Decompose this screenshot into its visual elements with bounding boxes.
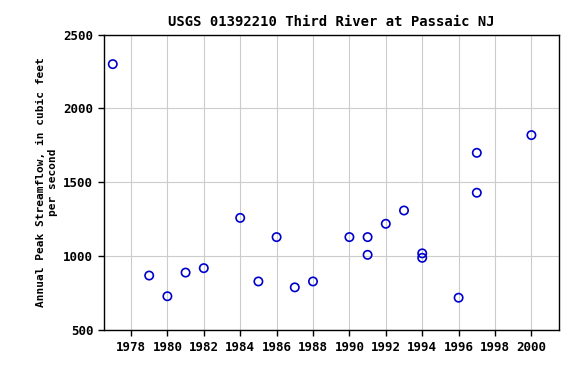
Point bbox=[236, 215, 245, 221]
Point bbox=[199, 265, 209, 271]
Point bbox=[418, 250, 427, 257]
Point bbox=[527, 132, 536, 138]
Point bbox=[381, 221, 391, 227]
Point bbox=[272, 234, 281, 240]
Y-axis label: Annual Peak Streamflow, in cubic feet
per second: Annual Peak Streamflow, in cubic feet pe… bbox=[36, 58, 58, 307]
Title: USGS 01392210 Third River at Passaic NJ: USGS 01392210 Third River at Passaic NJ bbox=[168, 15, 495, 29]
Point bbox=[345, 234, 354, 240]
Point bbox=[290, 284, 300, 290]
Point bbox=[308, 278, 317, 285]
Point bbox=[454, 295, 463, 301]
Point bbox=[472, 190, 482, 196]
Point bbox=[145, 273, 154, 279]
Point bbox=[254, 278, 263, 285]
Point bbox=[363, 234, 372, 240]
Point bbox=[472, 150, 482, 156]
Point bbox=[363, 252, 372, 258]
Point bbox=[163, 293, 172, 299]
Point bbox=[418, 255, 427, 261]
Point bbox=[108, 61, 118, 67]
Point bbox=[181, 270, 190, 276]
Point bbox=[399, 207, 408, 214]
